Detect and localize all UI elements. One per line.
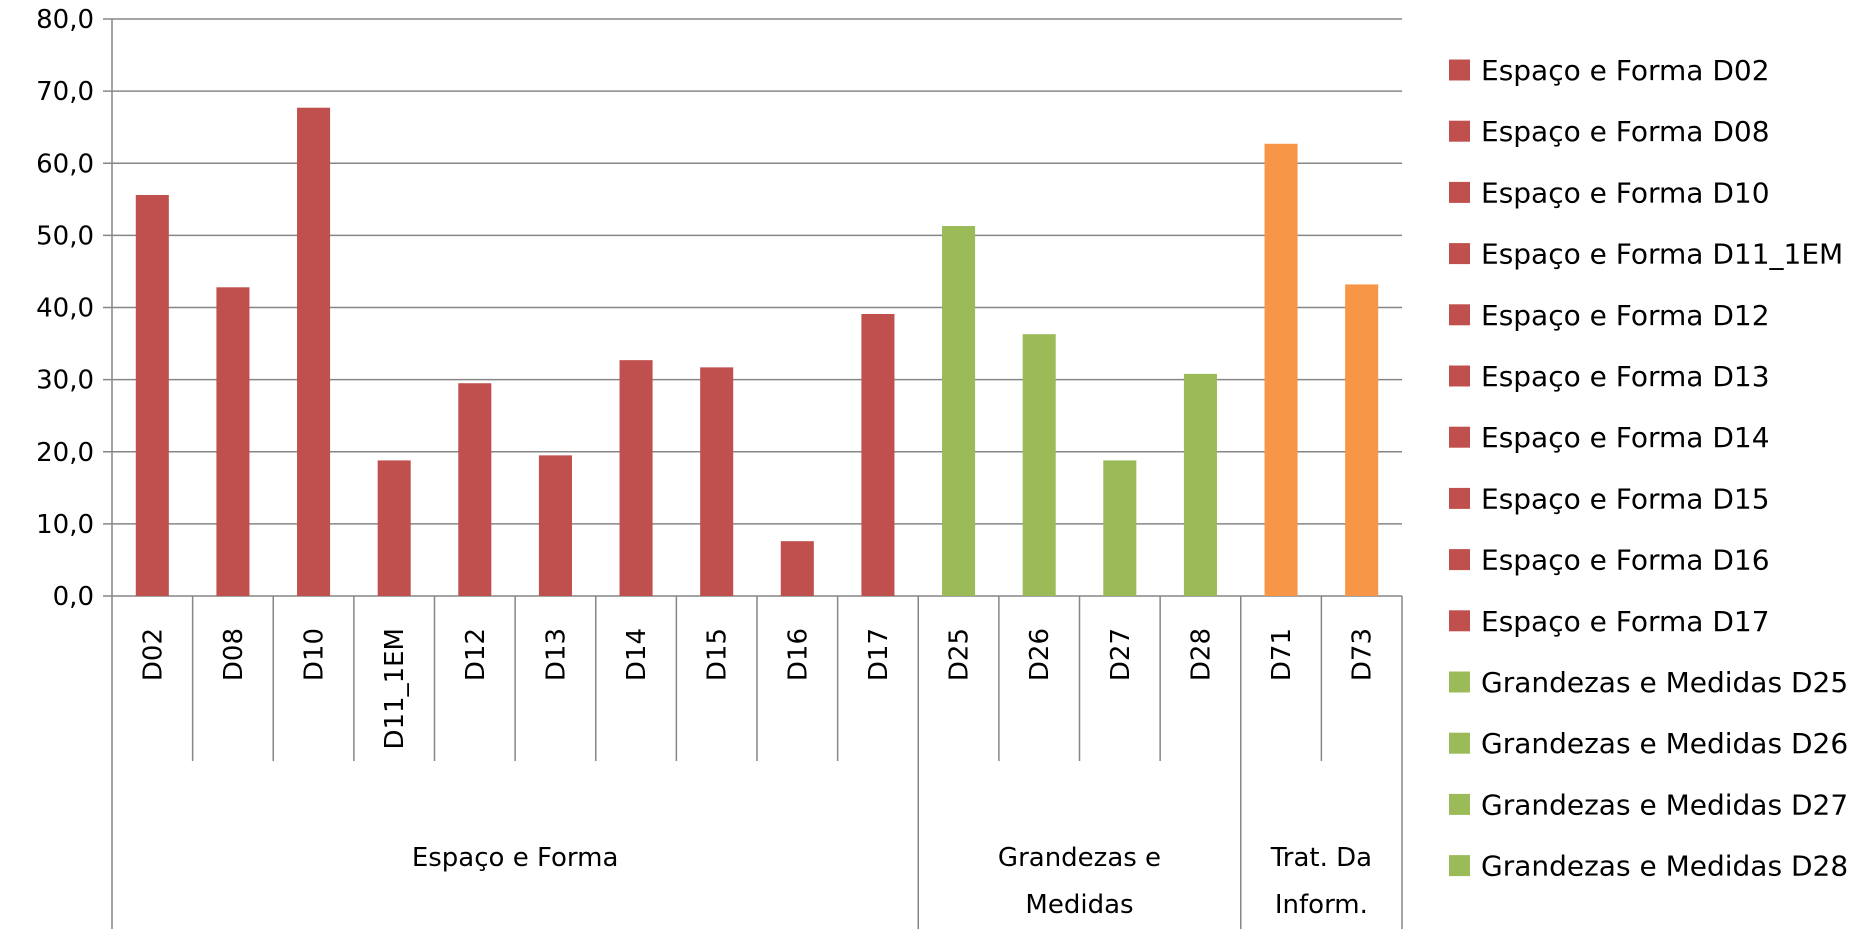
category-label: D71	[1267, 628, 1297, 681]
category-label: D10	[300, 628, 330, 681]
legend-label: Espaço e Forma D16	[1481, 544, 1770, 577]
y-tick-label: 60,0	[36, 149, 94, 179]
legend-label: Espaço e Forma D15	[1481, 482, 1770, 515]
legend-swatch	[1449, 243, 1470, 265]
category-label: D08	[219, 628, 249, 681]
category-label: D14	[622, 628, 652, 681]
category-label: D16	[783, 628, 813, 681]
y-tick-label: 40,0	[36, 294, 94, 324]
category-label: D15	[703, 628, 733, 681]
y-tick-label: 50,0	[36, 221, 94, 251]
category-label: D73	[1348, 628, 1378, 681]
y-tick-label: 0,0	[53, 582, 94, 612]
group-label: Trat. Da	[1270, 843, 1372, 873]
legend-label: Espaço e Forma D14	[1481, 421, 1770, 454]
legend-swatch	[1449, 304, 1470, 326]
group-label: Inform.	[1275, 890, 1368, 920]
category-label: D02	[138, 628, 168, 681]
bar-d71	[1264, 143, 1298, 596]
category-label: D13	[541, 628, 571, 681]
group-label: Grandezas e	[998, 843, 1161, 873]
y-axis-ticks: 0,0 10,0 20,0 30,0 40,0 50,0 60,0 70,0 80,0	[36, 5, 94, 612]
legend-label: Grandezas e Medidas D28	[1481, 850, 1848, 883]
group-label: Espaço e Forma	[412, 843, 619, 873]
legend-label: Espaço e Forma D13	[1481, 360, 1770, 393]
category-label: D12	[461, 628, 491, 681]
legend-swatch	[1449, 855, 1470, 877]
legend-label: Espaço e Forma D12	[1481, 299, 1770, 332]
bar-d26	[1022, 334, 1056, 596]
legend-swatch	[1449, 671, 1470, 693]
y-tick-label: 10,0	[36, 510, 94, 540]
category-label: D25	[945, 628, 975, 681]
y-tick-label: 80,0	[36, 5, 94, 35]
bar-d27	[1103, 460, 1137, 596]
bar-d16	[780, 541, 814, 596]
bar-d13	[538, 455, 572, 596]
category-labels: D02 D08 D10 D11_1EM D12 D13 D14 D15 D16 D17 D25 D26…	[138, 628, 1377, 750]
legend-swatch	[1449, 487, 1470, 509]
group-labels: Espaço e Forma Grandezas e Medidas Trat. Da…	[412, 843, 1372, 920]
bars	[135, 107, 1379, 597]
legend-swatch	[1449, 793, 1470, 815]
category-label: D27	[1106, 628, 1136, 681]
legend-label: Espaço e Forma D17	[1481, 605, 1770, 638]
y-tick-label: 20,0	[36, 438, 94, 468]
legend-swatch	[1449, 181, 1470, 203]
category-label: D17	[864, 628, 894, 681]
bar-d17	[861, 313, 895, 596]
legend-label: Grandezas e Medidas D26	[1481, 727, 1848, 760]
bar-d15	[700, 367, 734, 596]
category-label: D11_1EM	[380, 628, 410, 750]
legend-swatch	[1449, 426, 1470, 448]
bar-d10	[297, 107, 331, 597]
y-tick-label: 30,0	[36, 366, 94, 396]
legend-label: Espaço e Forma D11_1EM	[1481, 238, 1843, 271]
bar-d02	[135, 194, 169, 597]
legend-swatch	[1449, 59, 1470, 81]
legend-label: Grandezas e Medidas D25	[1481, 666, 1848, 699]
bar-d08	[216, 287, 250, 596]
legend-label: Espaço e Forma D10	[1481, 176, 1770, 209]
legend-label: Espaço e Forma D02	[1481, 54, 1770, 87]
bar-d25	[942, 225, 976, 596]
legend-swatch	[1449, 549, 1470, 571]
legend: Espaço e Forma D02 Espaço e Forma D08 Espa…	[1449, 54, 1848, 883]
category-label: D26	[1025, 628, 1055, 681]
legend-swatch	[1449, 120, 1470, 142]
legend-swatch	[1449, 732, 1470, 754]
category-label: D28	[1186, 628, 1216, 681]
axes	[111, 19, 1403, 929]
bar-d11_1em	[377, 460, 411, 596]
legend-swatch	[1449, 365, 1470, 387]
bar-d73	[1345, 284, 1379, 596]
legend-swatch	[1449, 610, 1470, 632]
bar-d12	[458, 383, 492, 596]
group-label: Medidas	[1025, 890, 1133, 920]
y-tick-label: 70,0	[36, 77, 94, 107]
bar-d28	[1183, 373, 1217, 596]
bar-d14	[619, 360, 653, 596]
legend-label: Espaço e Forma D08	[1481, 115, 1770, 148]
legend-label: Grandezas e Medidas D27	[1481, 788, 1848, 821]
